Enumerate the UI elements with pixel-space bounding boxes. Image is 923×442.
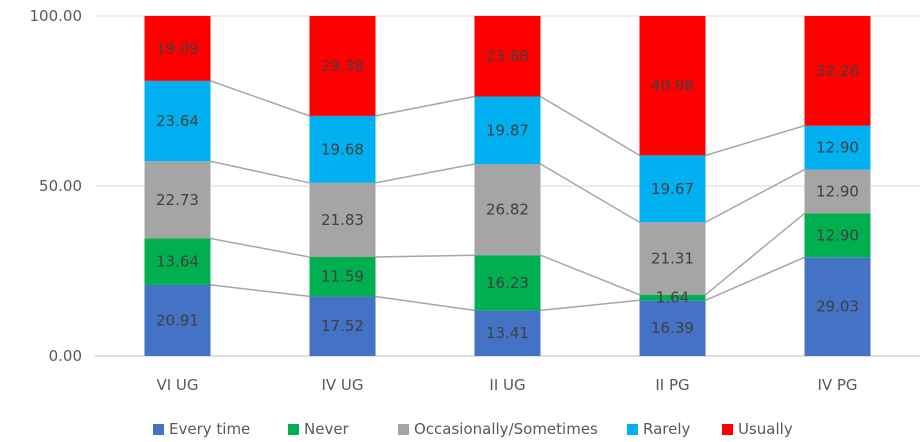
data-label: 16.23 bbox=[486, 274, 529, 292]
series-line bbox=[705, 124, 805, 157]
bar-segment bbox=[474, 164, 541, 256]
series-line bbox=[375, 295, 475, 312]
bar-segment bbox=[804, 169, 871, 214]
y-tick-label: 100.00 bbox=[30, 7, 83, 25]
bar-segment bbox=[804, 125, 871, 170]
x-category-label: II UG bbox=[489, 376, 525, 394]
series-line bbox=[705, 212, 805, 296]
series-line bbox=[540, 163, 640, 223]
data-label: 1.64 bbox=[656, 288, 689, 306]
bar-segment bbox=[639, 155, 706, 223]
bar-segment bbox=[474, 255, 541, 311]
y-axis-ticks: 0.00 50.00 100.00 bbox=[30, 7, 83, 365]
legend-label: Never bbox=[304, 420, 350, 438]
series-line bbox=[705, 256, 805, 301]
legend-label: Usually bbox=[738, 420, 793, 438]
bar-segment bbox=[144, 15, 211, 81]
data-label: 22.73 bbox=[156, 191, 199, 209]
bar-segment bbox=[804, 213, 871, 258]
data-label: 23.64 bbox=[156, 112, 199, 130]
data-label: 16.39 bbox=[651, 319, 694, 337]
data-label: 29.03 bbox=[816, 298, 859, 316]
data-label: 19.09 bbox=[156, 39, 199, 57]
series-line bbox=[705, 168, 805, 223]
bar-segment bbox=[474, 96, 541, 165]
y-tick-label: 50.00 bbox=[39, 177, 82, 195]
series-line bbox=[210, 80, 310, 117]
series-line bbox=[210, 237, 310, 258]
series-line bbox=[540, 299, 640, 312]
data-label: 13.64 bbox=[156, 253, 199, 271]
bar-segment bbox=[639, 294, 706, 301]
bar-segment bbox=[144, 161, 211, 239]
series-line bbox=[375, 163, 475, 184]
legend: Every time Never Occasionally/Sometimes Rar… bbox=[153, 420, 793, 438]
series-line bbox=[375, 254, 475, 258]
bar-segment bbox=[639, 222, 706, 295]
series-line bbox=[210, 160, 310, 184]
bar-segment bbox=[804, 16, 871, 126]
legend-swatch bbox=[153, 424, 164, 435]
x-category-label: IV PG bbox=[817, 376, 857, 394]
bar-segment bbox=[639, 300, 706, 356]
data-label: 23.68 bbox=[486, 47, 529, 65]
series-line bbox=[210, 284, 310, 298]
data-label: 11.59 bbox=[321, 268, 364, 286]
bar-segment bbox=[474, 15, 541, 97]
series-line bbox=[540, 254, 640, 296]
bar-segment bbox=[309, 115, 376, 183]
series-lines bbox=[210, 80, 805, 312]
bar-segment bbox=[639, 16, 706, 156]
legend-swatch bbox=[398, 424, 409, 435]
x-category-label: IV UG bbox=[321, 376, 363, 394]
data-label: 20.91 bbox=[156, 311, 199, 329]
x-axis-categories: VI UG IV UG II UG II PG IV PG bbox=[156, 376, 857, 394]
legend-label: Rarely bbox=[643, 420, 691, 438]
data-label: 19.67 bbox=[651, 180, 694, 198]
bar-segment bbox=[309, 16, 376, 116]
legend-swatch bbox=[722, 424, 733, 435]
y-tick-label: 0.00 bbox=[49, 347, 82, 365]
bar-segment bbox=[144, 80, 211, 162]
bars bbox=[144, 15, 871, 356]
bar-segment bbox=[309, 296, 376, 356]
bar-segment bbox=[144, 238, 211, 285]
bar-segment bbox=[804, 257, 871, 356]
legend-swatch bbox=[288, 424, 299, 435]
data-label: 29.38 bbox=[321, 57, 364, 75]
data-label: 12.90 bbox=[816, 139, 859, 157]
legend-swatch bbox=[627, 424, 638, 435]
data-label: 21.83 bbox=[321, 211, 364, 229]
data-label: 13.41 bbox=[486, 324, 529, 342]
legend-label: Every time bbox=[169, 420, 250, 438]
data-labels: 20.91 13.64 22.73 23.64 19.09 17.52 11.59 21.83… bbox=[156, 39, 859, 342]
data-label: 40.98 bbox=[651, 77, 694, 95]
data-label: 17.52 bbox=[321, 317, 364, 335]
data-label: 32.26 bbox=[816, 62, 859, 80]
bar-segment bbox=[309, 257, 376, 297]
data-label: 12.90 bbox=[816, 183, 859, 201]
x-category-label: II PG bbox=[655, 376, 689, 394]
data-label: 19.68 bbox=[321, 140, 364, 158]
series-line bbox=[540, 95, 640, 157]
x-category-label: VI UG bbox=[156, 376, 198, 394]
series-line bbox=[375, 95, 475, 117]
bar-segment bbox=[474, 310, 541, 356]
data-label: 19.87 bbox=[486, 121, 529, 139]
data-label: 26.82 bbox=[486, 201, 529, 219]
bar-segment bbox=[309, 182, 376, 258]
data-label: 12.90 bbox=[816, 226, 859, 244]
bar-segment bbox=[144, 284, 211, 356]
legend-label: Occasionally/Sometimes bbox=[414, 420, 598, 438]
data-label: 21.31 bbox=[651, 249, 694, 267]
